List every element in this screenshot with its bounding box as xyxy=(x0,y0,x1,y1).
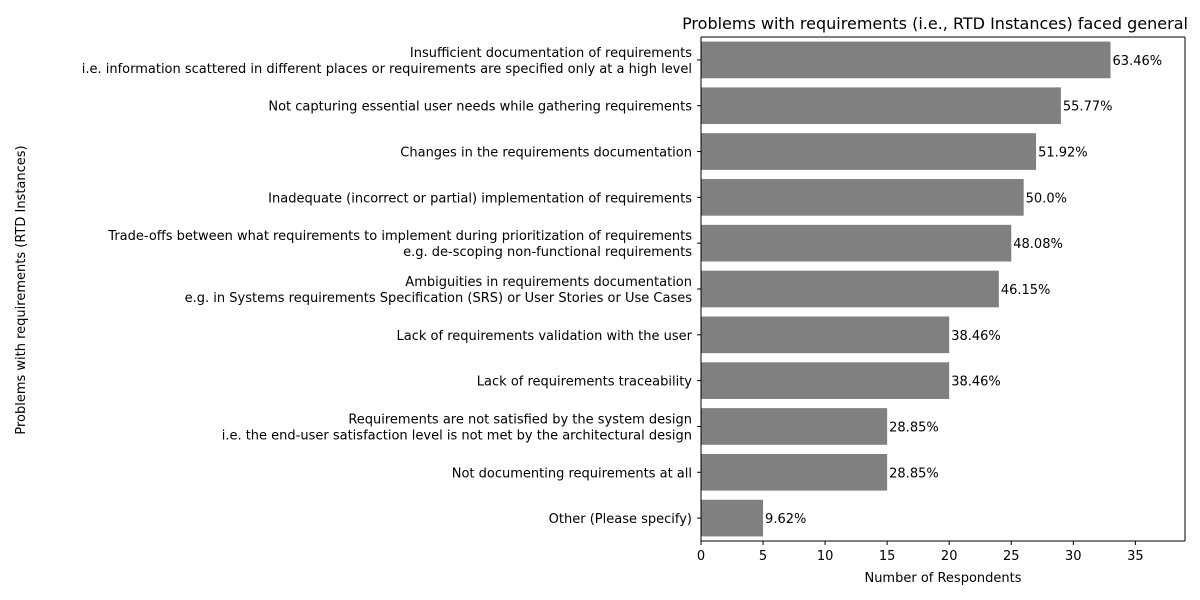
axes-frame xyxy=(700,36,1186,542)
chart-title: Problems with requirements (i.e., RTD In… xyxy=(682,14,1188,33)
bar xyxy=(701,87,1061,125)
bar-value-label: 38.46% xyxy=(951,375,1001,390)
x-axis-label: Number of Respondents xyxy=(864,571,1021,586)
y-ticks xyxy=(697,59,701,519)
bar xyxy=(701,316,950,354)
bar xyxy=(701,362,950,399)
bars-group xyxy=(701,41,1111,537)
x-tick-label: 35 xyxy=(1127,549,1144,564)
x-ticks: 0 5 10 15 20 25 30 35 xyxy=(697,541,1144,564)
x-tick-label: 15 xyxy=(879,549,896,564)
x-tick-label: 5 xyxy=(759,549,767,564)
category-label: Not capturing essential user needs while… xyxy=(268,100,692,115)
category-label: Not documenting requirements at all xyxy=(452,466,692,481)
bar-value-label: 55.77% xyxy=(1063,100,1113,115)
category-label: Insufficient documentation of requiremen… xyxy=(82,46,693,77)
x-tick-label: 30 xyxy=(1065,549,1082,564)
x-tick-label: 10 xyxy=(817,549,834,564)
bar xyxy=(701,179,1024,216)
bar-value-label: 28.85% xyxy=(889,466,939,481)
bar-value-label: 48.08% xyxy=(1013,237,1063,252)
category-label: Lack of requirements traceability xyxy=(477,375,693,390)
category-label: Trade-offs between what requirements to … xyxy=(107,229,692,260)
bar-value-label: 38.46% xyxy=(951,329,1001,344)
bar-value-label: 46.15% xyxy=(1001,283,1051,298)
bar xyxy=(701,133,1037,170)
bar xyxy=(701,41,1111,79)
y-axis-label: Problems with requirements (RTD Instance… xyxy=(14,145,29,434)
bar xyxy=(701,224,1012,262)
x-tick-label: 25 xyxy=(1003,549,1020,564)
bar xyxy=(701,453,888,491)
category-labels: Insufficient documentation of requiremen… xyxy=(82,46,693,527)
category-label: Requirements are not satisfied by the sy… xyxy=(222,412,692,443)
category-label: Changes in the requirements documentatio… xyxy=(400,146,692,161)
bar-value-label: 28.85% xyxy=(889,420,939,435)
bar-value-label: 9.62% xyxy=(765,512,806,527)
bar-value-label: 51.92% xyxy=(1038,146,1088,161)
bar-value-label: 50.0% xyxy=(1026,191,1067,206)
value-labels: 63.46% 55.77% 51.92% 50.0% 48.08% 46.15% 38.46… xyxy=(765,54,1162,527)
bar xyxy=(701,499,764,537)
category-label: Ambiguities in requirements documentatio… xyxy=(185,275,693,306)
bar-value-label: 63.46% xyxy=(1113,54,1163,69)
x-tick-label: 0 xyxy=(697,549,705,564)
bar xyxy=(701,270,999,308)
x-tick-label: 20 xyxy=(941,549,958,564)
bar xyxy=(701,408,888,445)
category-label: Lack of requirements validation with the… xyxy=(397,329,693,344)
category-label: Inadequate (incorrect or partial) implem… xyxy=(268,191,692,206)
category-label: Other (Please specify) xyxy=(549,512,692,527)
